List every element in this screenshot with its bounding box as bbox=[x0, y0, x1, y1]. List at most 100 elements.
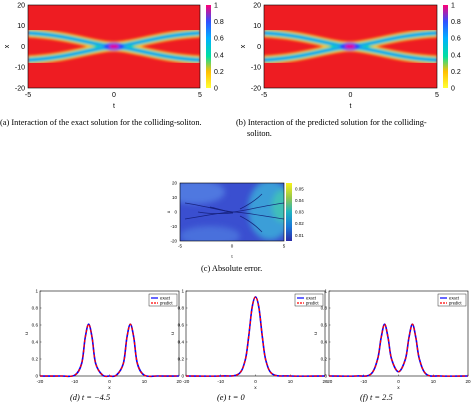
xtick-label: -20 bbox=[326, 379, 333, 384]
x-axis-label: x bbox=[108, 386, 111, 391]
panel_b-xtick: 5 bbox=[435, 92, 439, 99]
ytick-label: 0.8 bbox=[321, 306, 328, 311]
panel_c-ytick: -10 bbox=[170, 224, 177, 229]
xtick-label: -20 bbox=[183, 379, 190, 384]
legend-label-predict: predict bbox=[160, 301, 173, 306]
panel_a-ytick: 0 bbox=[21, 44, 25, 51]
ytick-label: 0 bbox=[181, 374, 184, 379]
series-predict bbox=[39, 323, 180, 378]
panel_b-xtick: -5 bbox=[261, 92, 267, 99]
panel_a-cbar-tick: 0 bbox=[214, 85, 218, 92]
y-axis-label: u bbox=[171, 332, 176, 335]
ytick-label: 0.4 bbox=[321, 340, 328, 345]
panel_a-ytick: -10 bbox=[15, 65, 25, 72]
panel_a-xtick: -5 bbox=[25, 92, 31, 99]
caption-d: (d) t = −4.5 bbox=[70, 393, 111, 402]
panel_a-ytick: 20 bbox=[17, 2, 25, 9]
panel_b-ytick: -20 bbox=[251, 85, 261, 92]
caption-b-line1: (b) Interaction of the predicted solutio… bbox=[236, 118, 427, 127]
panel_b-ytick: -10 bbox=[251, 65, 261, 72]
panel_c-cbar-tick: 0.04 bbox=[295, 198, 304, 203]
y-axis-label: u bbox=[314, 332, 319, 335]
xtick-label: -10 bbox=[71, 379, 78, 384]
ytick-label: 0.2 bbox=[32, 357, 39, 362]
panel_a-xlabel: t bbox=[113, 103, 115, 110]
xtick-label: 20 bbox=[176, 379, 182, 384]
panel_a-cbar-tick: 0.8 bbox=[214, 19, 224, 26]
panel_b-cbar-tick: 1 bbox=[451, 2, 455, 9]
panel_b-ylabel: x bbox=[240, 44, 247, 48]
panel_c-cbar-tick: 0.03 bbox=[295, 210, 304, 215]
panel_a-cbar-tick: 0.2 bbox=[214, 69, 224, 76]
xtick-label: 20 bbox=[322, 379, 328, 384]
ytick-label: 1 bbox=[324, 289, 327, 294]
panel_a-ytick: -20 bbox=[15, 85, 25, 92]
panel_b-ytick: 10 bbox=[253, 23, 261, 30]
heatmap-error bbox=[180, 183, 284, 241]
heatmap-predicted-frame bbox=[263, 4, 438, 89]
panel_c-ytick: -20 bbox=[170, 239, 177, 244]
xtick-label: 10 bbox=[431, 379, 437, 384]
panel_a-cbar-tick: 0.6 bbox=[214, 36, 224, 43]
xtick-label: 10 bbox=[142, 379, 148, 384]
ytick-label: 0 bbox=[35, 374, 38, 379]
panel_c-ytick: 20 bbox=[172, 181, 178, 186]
panel_b-ytick: 20 bbox=[253, 2, 261, 9]
ytick-label: 0.6 bbox=[321, 323, 328, 328]
xtick-label: -10 bbox=[360, 379, 367, 384]
panel_c-ylabel: x bbox=[166, 210, 171, 213]
ytick-label: 0.4 bbox=[32, 340, 39, 345]
caption-f: (f) t = 2.5 bbox=[360, 393, 393, 402]
xtick-label: 0 bbox=[397, 379, 400, 384]
panel_a-xtick: 0 bbox=[112, 92, 116, 99]
ytick-label: 0 bbox=[324, 374, 327, 379]
legend-label-exact: exact bbox=[449, 296, 460, 301]
x-axis-label: x bbox=[254, 386, 257, 391]
panel_c-cbar-tick: 0.01 bbox=[295, 233, 304, 238]
panel_a-cbar-tick: 1 bbox=[214, 2, 218, 9]
ytick-label: 0.8 bbox=[32, 306, 39, 311]
heatmap-exact-frame bbox=[27, 4, 201, 89]
panel_b-ytick: 0 bbox=[257, 44, 261, 51]
legend-label-exact: exact bbox=[160, 296, 171, 301]
ytick-label: 1 bbox=[35, 289, 38, 294]
caption-c: (c) Absolute error. bbox=[201, 264, 263, 273]
panel_a-xtick: 5 bbox=[198, 92, 202, 99]
xtick-label: 20 bbox=[465, 379, 471, 384]
xtick-label: 0 bbox=[254, 379, 257, 384]
x-axis-label: x bbox=[397, 386, 400, 391]
panel_c-xtick: -5 bbox=[178, 244, 182, 249]
series-predict bbox=[328, 323, 469, 377]
legend-label-exact: exact bbox=[306, 296, 317, 301]
legend-label-predict: predict bbox=[306, 301, 319, 306]
legend-label-predict: predict bbox=[449, 301, 462, 306]
panel_c-ytick: 0 bbox=[174, 210, 177, 215]
ytick-label: 0.8 bbox=[178, 306, 185, 311]
panel_b-cbar-tick: 0.6 bbox=[451, 36, 461, 43]
panel_c-ytick: 10 bbox=[172, 195, 178, 200]
ytick-label: 1 bbox=[181, 289, 184, 294]
xtick-label: 10 bbox=[288, 379, 294, 384]
panel_b-xlabel: t bbox=[350, 103, 352, 110]
ytick-label: 0.2 bbox=[321, 357, 328, 362]
panel_b-cbar-tick: 0.4 bbox=[451, 52, 461, 59]
ytick-label: 0.6 bbox=[178, 323, 185, 328]
panel_c-xtick: 5 bbox=[283, 244, 286, 249]
panel_b-xtick: 0 bbox=[349, 92, 353, 99]
panel_c-cbar-tick: 0.02 bbox=[295, 221, 304, 226]
caption-a: (a) Interaction of the exact solution fo… bbox=[0, 118, 202, 127]
ytick-label: 0.2 bbox=[178, 357, 185, 362]
xtick-label: -10 bbox=[217, 379, 224, 384]
ytick-label: 0.4 bbox=[178, 340, 185, 345]
panel_b-cbar-tick: 0 bbox=[451, 85, 455, 92]
panel_c-cbar-tick: 0.05 bbox=[295, 186, 304, 191]
xtick-label: -20 bbox=[37, 379, 44, 384]
caption-b-line2: soliton. bbox=[247, 129, 272, 138]
panel_c-xtick: 0 bbox=[231, 244, 234, 249]
ytick-label: 0.6 bbox=[32, 323, 39, 328]
panel_a-ytick: 10 bbox=[17, 23, 25, 30]
panel_b-cbar-tick: 0.2 bbox=[451, 69, 461, 76]
